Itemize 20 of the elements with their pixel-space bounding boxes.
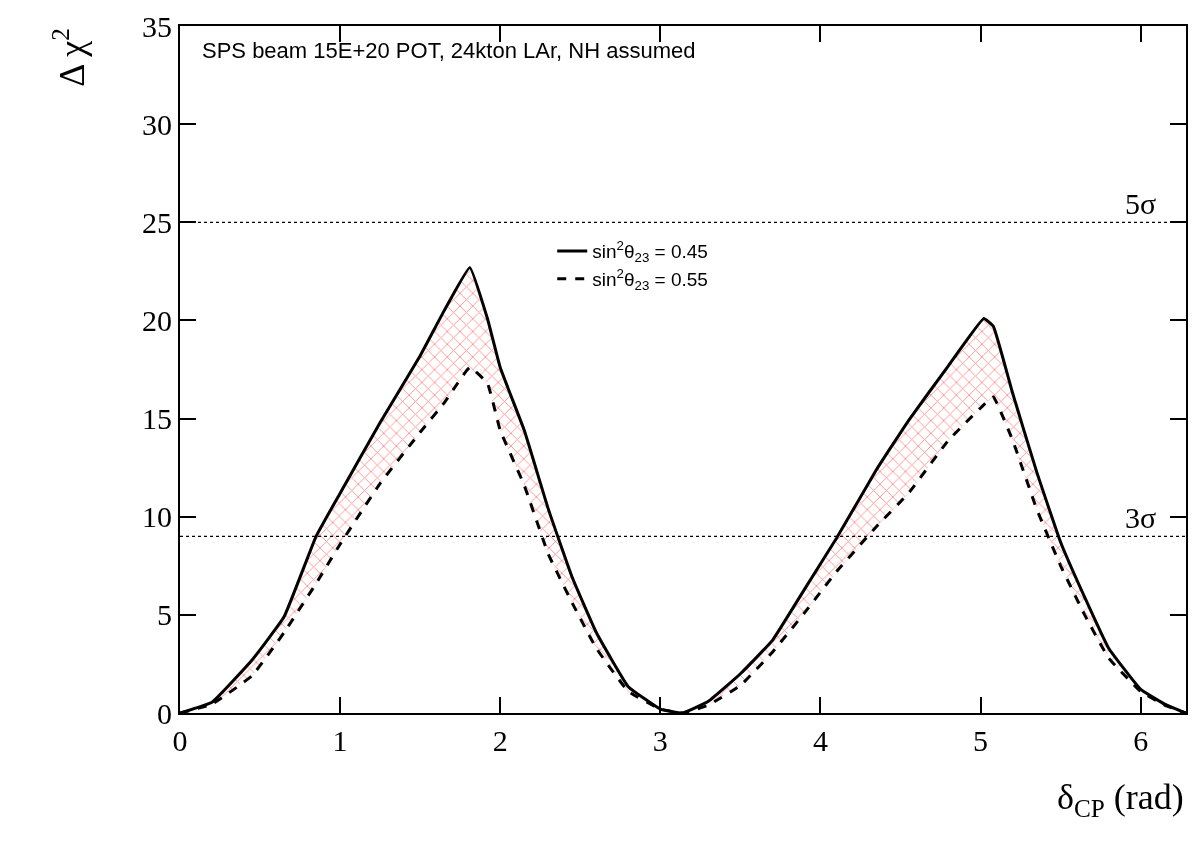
x-tick-label: 4 — [812, 724, 828, 757]
y-tick-label: 30 — [142, 107, 172, 141]
y-tick-label: 5 — [157, 598, 172, 632]
legend-label: sin$^{2}$θ$_{23}$ = 0.55 — [592, 266, 708, 294]
y-tick-label: 35 — [142, 9, 172, 43]
legend-label: sin$^{2}$θ$_{23}$ = 0.45 — [592, 238, 708, 266]
annotation: SPS beam 15E+20 POT, 24kton LAr, NH assumed — [202, 38, 696, 63]
x-tick-label: 2 — [492, 724, 508, 757]
ref-line-label: 3σ — [1125, 501, 1157, 534]
y-tick-label: 25 — [142, 205, 172, 239]
y-tick-label: 10 — [142, 500, 172, 534]
ref-line-label: 5σ — [1125, 187, 1157, 220]
y-tick-label: 20 — [142, 303, 172, 337]
x-tick-label: 1 — [332, 724, 348, 757]
y-tick-label: 0 — [157, 696, 172, 730]
y-tick-label: 15 — [142, 402, 172, 436]
x-axis-title: δ$_{CP}$ (rad) — [1057, 777, 1184, 822]
x-tick-label: 6 — [1133, 724, 1149, 757]
x-tick-label: 5 — [973, 724, 989, 757]
x-tick-label: 3 — [652, 724, 668, 757]
